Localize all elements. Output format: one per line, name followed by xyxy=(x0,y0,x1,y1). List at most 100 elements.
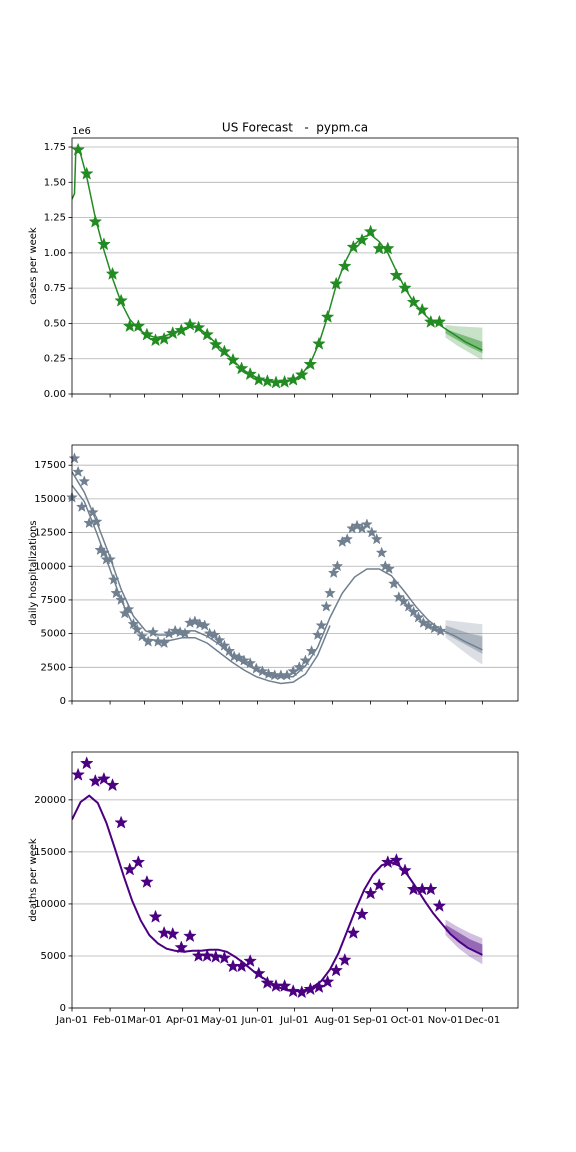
forecast-band xyxy=(445,919,483,965)
model-line xyxy=(72,794,483,993)
data-star xyxy=(365,526,378,538)
data-star xyxy=(422,619,435,631)
data-star xyxy=(72,465,85,477)
data-star xyxy=(397,595,410,607)
y-tick-label: 1.25 xyxy=(44,213,66,224)
data-star xyxy=(370,533,383,545)
y-tick-label: 1.75 xyxy=(44,142,66,153)
data-star xyxy=(286,372,300,386)
y-axis-label: cases per week xyxy=(28,227,39,305)
data-star xyxy=(217,950,232,964)
data-star xyxy=(208,628,221,640)
forecast-band xyxy=(445,924,483,954)
data-star xyxy=(98,546,110,558)
y-tick-label: 2500 xyxy=(41,662,66,673)
data-star xyxy=(329,276,343,290)
plot-area xyxy=(72,471,483,685)
data-star xyxy=(315,619,328,631)
data-star xyxy=(200,948,214,962)
data-star xyxy=(412,611,425,623)
data-star xyxy=(148,909,163,923)
data-star xyxy=(88,773,103,787)
y-tick-label: 1.50 xyxy=(44,177,66,188)
data-star xyxy=(75,500,88,512)
data-star xyxy=(68,452,81,464)
y-tick-label: 0 xyxy=(60,696,66,707)
data-star xyxy=(299,654,312,666)
data-star xyxy=(191,320,206,334)
x-tick-label: Dec-01 xyxy=(465,1015,501,1026)
data-star xyxy=(305,644,318,657)
data-star xyxy=(251,372,266,386)
data-star xyxy=(114,815,128,829)
data-star xyxy=(262,667,275,680)
y-tick-label: 7500 xyxy=(41,595,66,606)
data-star xyxy=(363,886,378,900)
y-tick-label: 0.00 xyxy=(44,389,66,400)
data-star xyxy=(243,954,257,967)
data-star xyxy=(213,634,226,646)
data-star xyxy=(375,546,388,558)
data-star xyxy=(78,475,91,487)
data-star xyxy=(165,326,180,340)
data-star xyxy=(158,636,171,649)
data-star xyxy=(234,361,249,375)
y-tick-label: 0.75 xyxy=(44,283,66,294)
y-tick-label: 0 xyxy=(60,1003,66,1014)
data-star xyxy=(423,882,438,896)
data-star xyxy=(71,142,85,156)
model-line xyxy=(72,148,483,384)
data-star xyxy=(260,374,275,388)
data-star xyxy=(183,317,197,331)
data-star xyxy=(174,323,189,337)
data-star xyxy=(406,295,421,309)
data-star xyxy=(250,662,263,674)
data-star xyxy=(402,600,415,612)
data-star xyxy=(407,605,420,618)
model-line xyxy=(72,484,331,685)
x-tick-label: Jan-01 xyxy=(55,1015,88,1026)
data-star xyxy=(277,374,292,388)
data-star xyxy=(198,619,211,631)
data-star xyxy=(294,367,309,381)
data-star xyxy=(97,771,111,785)
data-star xyxy=(432,314,447,328)
data-star xyxy=(71,767,85,781)
y-axis-label: deaths per week xyxy=(28,838,39,922)
data-star xyxy=(147,626,159,638)
data-star xyxy=(140,327,154,341)
data-star xyxy=(269,375,283,389)
data-star xyxy=(327,566,340,578)
data-star xyxy=(174,940,189,954)
model-line xyxy=(72,471,483,678)
data-star xyxy=(79,166,94,180)
data-star xyxy=(83,516,96,529)
data-star xyxy=(351,519,363,531)
data-star xyxy=(234,959,249,973)
x-tick-label: Sep-01 xyxy=(353,1015,388,1026)
x-tick-label: Nov-01 xyxy=(428,1015,464,1026)
data-star xyxy=(233,651,245,663)
data-star xyxy=(105,266,120,280)
chart-title: US Forecast - pypm.ca xyxy=(222,121,368,135)
data-star xyxy=(226,352,240,366)
data-star xyxy=(324,586,336,599)
data-star xyxy=(114,293,128,307)
plot-area xyxy=(72,148,483,384)
data-star xyxy=(104,553,116,565)
data-star xyxy=(88,214,103,228)
data-star xyxy=(105,778,120,792)
data-star xyxy=(251,966,266,980)
y-tick-label: 5000 xyxy=(41,629,66,640)
data-star xyxy=(320,974,335,988)
y-axis-label: daily hospitalizations xyxy=(28,520,39,625)
data-star xyxy=(331,560,344,572)
y-tick-label: 17500 xyxy=(34,460,66,471)
y-tick-label: 0.50 xyxy=(44,318,66,329)
data-star xyxy=(188,615,201,627)
data-star xyxy=(341,533,354,545)
data-star xyxy=(179,627,192,639)
data-star xyxy=(107,573,120,585)
y-tick-label: 15000 xyxy=(34,847,66,858)
